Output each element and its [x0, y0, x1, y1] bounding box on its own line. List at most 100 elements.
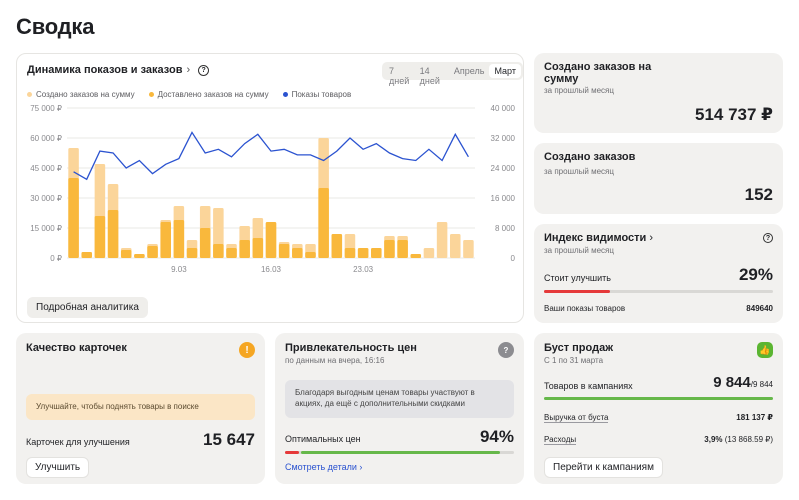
bar-delivered: [397, 240, 408, 258]
orders-sum-title: Создано заказов на сумму: [544, 61, 652, 85]
bar-delivered: [265, 222, 277, 258]
dynamics-title[interactable]: Динамика показов и заказов › ?: [27, 64, 210, 76]
visibility-progress-fill: [544, 290, 611, 293]
bar-delivered: [278, 244, 290, 258]
price-appeal-subtitle: по данным на вчера, 16:16: [285, 356, 385, 365]
card-quality-notice: Улучшайте, чтобы поднять товары в поиске: [26, 394, 255, 420]
boost-expenses-label[interactable]: Расходы: [544, 435, 577, 445]
bar-delivered: [226, 248, 237, 258]
visibility-views-label: Ваши показы товаров: [544, 304, 626, 313]
bar-delivered: [81, 252, 93, 258]
improve-button[interactable]: Улучшить: [26, 457, 90, 478]
y-left-tick-label: 60 000 ₽: [30, 134, 62, 143]
page-title: Сводка: [16, 14, 95, 39]
y-left-tick-label: 30 000 ₽: [30, 194, 62, 203]
boost-title: Буст продаж: [544, 342, 614, 354]
period-14-days[interactable]: 14 дней: [419, 66, 440, 86]
legend-delivered: Доставлено заказов на сумму: [148, 90, 269, 99]
y-left-tick-label: 45 000 ₽: [30, 164, 62, 173]
bar-delivered: [331, 234, 343, 258]
orders-count-subtitle: за прошлый месяц: [544, 167, 614, 176]
bar-created: [436, 222, 448, 258]
bar-created: [423, 248, 435, 258]
bar-delivered: [134, 254, 145, 258]
legend-views: Показы товаров: [282, 90, 351, 99]
visibility-card: Индекс видимости › ? за прошлый месяц Ст…: [534, 224, 783, 323]
period-selector: 7 дней 14 дней Апрель Март: [382, 62, 523, 86]
price-appeal-card: Привлекательность цен по данным на вчера…: [275, 333, 524, 484]
boost-campaigns-label: Товаров в кампаниях: [544, 381, 633, 391]
x-tick-label: 9.03: [171, 265, 187, 274]
orders-sum-subtitle: за прошлый месяц: [544, 86, 614, 95]
bar-delivered: [107, 210, 119, 258]
bar-delivered: [410, 254, 422, 258]
chart-legend: Создано заказов на сумму Доставлено зака…: [27, 90, 351, 99]
boost-revenue-value: 181 137 ₽: [736, 413, 773, 422]
price-appeal-progress-fill: [301, 451, 501, 454]
y-left-tick-label: 15 000 ₽: [30, 224, 62, 233]
help-icon[interactable]: ?: [498, 342, 514, 358]
visibility-percent: 29%: [738, 265, 773, 284]
help-icon[interactable]: ?: [763, 233, 773, 243]
bar-delivered: [186, 248, 198, 258]
bar-delivered: [147, 246, 158, 258]
boost-card: Буст продаж С 1 по 31 марта 👍 Товаров в …: [534, 333, 783, 484]
bar-created: [463, 240, 474, 258]
legend-created-swatch: [27, 92, 32, 97]
bar-delivered: [120, 250, 132, 258]
period-march[interactable]: Март: [489, 64, 521, 78]
bar-delivered: [305, 252, 316, 258]
period-april[interactable]: Апрель: [453, 66, 485, 76]
card-quality-card: Качество карточек ! Улучшайте, чтобы под…: [16, 333, 265, 484]
boost-campaigns-value: 9 844/9 844: [713, 374, 773, 391]
orders-count-card: Создано заказов за прошлый месяц 152: [534, 143, 783, 214]
bar-delivered: [239, 240, 250, 258]
visibility-subtitle: за прошлый месяц: [544, 246, 614, 255]
visibility-status: Стоит улучшить: [544, 273, 611, 283]
go-to-campaigns-button[interactable]: Перейти к кампаниям: [544, 457, 663, 478]
legend-created: Создано заказов на сумму: [27, 90, 135, 99]
thumbs-up-icon: 👍: [757, 342, 773, 358]
bar-delivered: [318, 188, 329, 258]
chevron-right-icon: ›: [359, 462, 363, 472]
x-tick-label: 16.03: [261, 265, 282, 274]
orders-count-value: 152: [744, 185, 773, 204]
bar-delivered: [292, 248, 303, 258]
chevron-right-icon: ›: [649, 232, 654, 244]
visibility-views-value: 849640: [746, 304, 773, 313]
bar-delivered: [173, 220, 185, 258]
card-quality-value: 15 647: [203, 430, 255, 449]
boost-revenue-label[interactable]: Выручка от буста: [544, 413, 609, 423]
y-right-tick-label: 24 000: [491, 164, 516, 173]
bar-delivered: [68, 178, 79, 258]
orders-sum-value: 514 737 ₽: [694, 105, 773, 124]
warning-icon: !: [239, 342, 255, 358]
price-appeal-title: Привлекательность цен: [285, 342, 417, 354]
price-appeal-value: 94%: [479, 427, 514, 446]
period-7-days[interactable]: 7 дней: [389, 66, 410, 86]
card-quality-label: Карточек для улучшения: [26, 437, 130, 447]
bar-delivered: [94, 216, 106, 258]
bar-delivered: [357, 248, 369, 258]
visibility-progress-track: [544, 290, 773, 293]
y-right-tick-label: 40 000: [491, 104, 516, 113]
price-appeal-progress-red: [285, 451, 299, 454]
help-icon[interactable]: ?: [198, 64, 210, 76]
card-quality-title: Качество карточек: [26, 342, 127, 354]
detailed-analytics-button[interactable]: Подробная аналитика: [27, 297, 148, 318]
bar-created: [449, 234, 461, 258]
price-appeal-notice: Благодаря выгодным ценам товары участвую…: [285, 380, 514, 418]
bar-delivered: [371, 248, 382, 258]
see-details-link[interactable]: Смотреть детали ›: [285, 462, 363, 472]
dynamics-chart: 75 000 ₽ 40 000 60 000 ₽ 32 000 45 000 ₽ 24 0…: [30, 104, 516, 274]
bar-delivered: [344, 248, 356, 258]
visibility-title[interactable]: Индекс видимости ›: [544, 232, 654, 244]
legend-delivered-swatch: [148, 92, 154, 97]
bar-delivered: [252, 238, 264, 258]
boost-subtitle: С 1 по 31 марта: [544, 356, 604, 365]
y-left-tick-label: 0 ₽: [50, 254, 62, 263]
bar-delivered: [384, 240, 395, 258]
boost-progress-fill: [544, 397, 773, 400]
boost-expenses-value: 3,9% (13 868.59 ₽): [704, 435, 773, 444]
orders-sum-card: Создано заказов на сумму за прошлый меся…: [534, 53, 783, 133]
